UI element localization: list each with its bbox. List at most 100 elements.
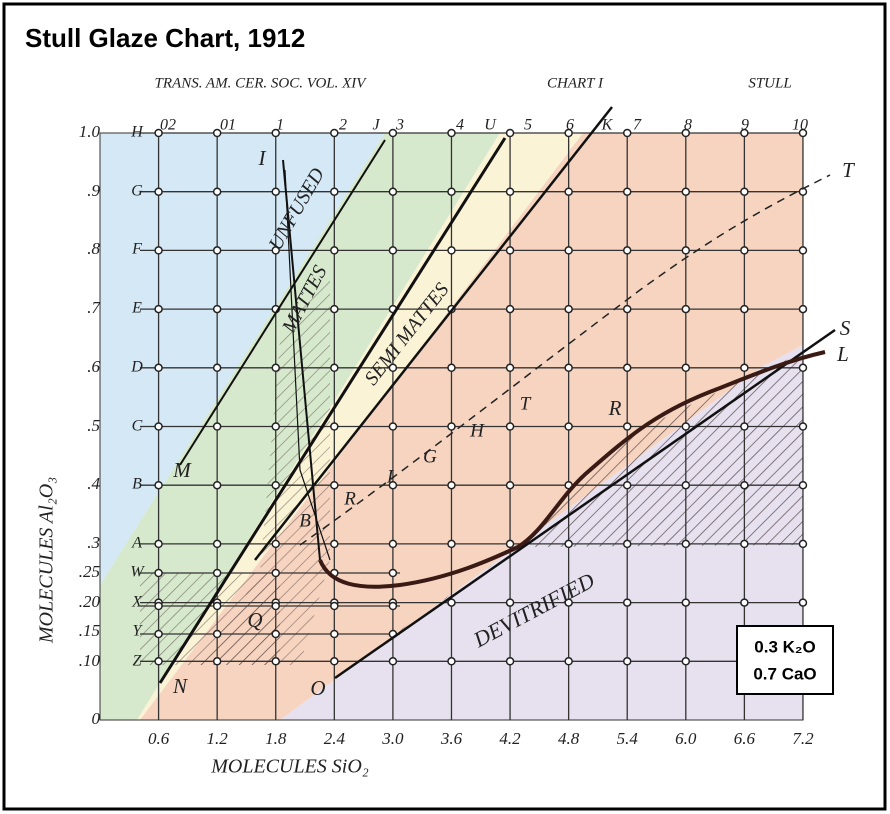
- grid-dot: [212, 128, 222, 138]
- x-tick-label: 0.6: [148, 729, 170, 748]
- boundary-line: [254, 106, 613, 561]
- x-tick-label: 7.2: [792, 729, 814, 748]
- y-letter: A: [131, 535, 142, 552]
- grid-dot: [564, 539, 573, 549]
- grid-dot: [798, 128, 808, 138]
- grid-dot: [505, 128, 515, 138]
- grid-dot: [622, 480, 632, 490]
- grid-dot: [330, 422, 339, 431]
- grid-dot: [212, 187, 222, 196]
- grid-dot: [388, 363, 398, 373]
- grid-dot: [622, 304, 632, 314]
- top-label: 01: [220, 117, 236, 134]
- point-label: R: [608, 396, 622, 420]
- grid-dot: [271, 539, 280, 549]
- y-letter: X: [131, 594, 143, 611]
- grid-dot: [154, 539, 163, 549]
- grid-dot: [154, 568, 163, 578]
- y-tick-label: .6: [87, 357, 100, 376]
- grid-dot: [798, 363, 808, 373]
- point-label: S: [840, 316, 851, 340]
- grid-dot: [564, 657, 573, 666]
- grid-dot: [681, 422, 691, 431]
- grid-dot: [330, 657, 339, 666]
- point-label: Q: [247, 608, 262, 632]
- y-axis-label: MOLECULES Al₂O₃: [36, 477, 58, 644]
- grid-dot: [212, 304, 222, 314]
- grid-dot: [740, 598, 749, 607]
- grid-dot: [798, 422, 808, 431]
- legend-box: [736, 625, 834, 695]
- grid-dot: [271, 363, 280, 373]
- grid-dot: [798, 480, 808, 490]
- top-label: 3: [395, 117, 404, 134]
- point-label: O: [310, 676, 325, 700]
- grid-dot: [330, 128, 339, 138]
- grid-dot: [740, 246, 749, 255]
- grid-dot: [622, 363, 632, 373]
- x-tick-label: 1.8: [265, 729, 287, 748]
- grid-dot: [798, 246, 808, 255]
- curve: [318, 350, 826, 589]
- grid-dot: [622, 657, 632, 666]
- grid-dot: [330, 601, 339, 611]
- grid-dot: [681, 187, 691, 196]
- top-label: J: [372, 117, 380, 134]
- top-label: 8: [684, 117, 692, 134]
- y-tick-label: .20: [79, 592, 101, 611]
- grid-dot: [681, 539, 691, 549]
- grid-dot: [154, 128, 163, 138]
- header-text: CHART I: [547, 75, 604, 91]
- region-label: H: [469, 420, 485, 441]
- grid-dot: [564, 598, 573, 607]
- y-tick-label: .8: [87, 239, 100, 258]
- grid-dot: [681, 363, 691, 373]
- grid-dot: [388, 480, 398, 490]
- top-label: 7: [633, 117, 642, 134]
- grid-dot: [271, 246, 280, 255]
- region-label: R: [343, 488, 356, 509]
- grid-dot: [622, 598, 632, 607]
- grid-dot: [447, 598, 456, 607]
- grid-dot: [388, 657, 398, 666]
- x-tick-label: 6.0: [675, 729, 697, 748]
- grid-dot: [330, 629, 339, 639]
- grid-dot: [447, 422, 456, 431]
- grid-dot: [330, 246, 339, 255]
- grid-dot: [681, 480, 691, 490]
- x-tick-label: 4.2: [499, 729, 521, 748]
- grid-dot: [447, 363, 456, 373]
- grid-dot: [154, 657, 163, 666]
- grid-dot: [212, 629, 222, 639]
- boundary-line: [284, 169, 331, 561]
- x-tick-label: 2.4: [324, 729, 346, 748]
- y-tick-label: .25: [79, 562, 100, 581]
- grid-dot: [388, 128, 398, 138]
- legend-text: 0.3 K₂O: [754, 637, 815, 656]
- grid-dot: [564, 128, 573, 138]
- y-letter: W: [130, 564, 145, 581]
- grid: [99, 128, 808, 721]
- top-label: 9: [741, 117, 749, 134]
- y-letter: G: [131, 183, 143, 200]
- y-tick-label: .9: [87, 181, 100, 200]
- y-tick-label: .15: [79, 621, 100, 640]
- grid-dot: [271, 568, 280, 578]
- legend-text: 0.7 CaO: [753, 664, 816, 683]
- grid-dot: [271, 657, 280, 666]
- top-label: 10: [792, 117, 808, 134]
- dashed-curve: [299, 174, 831, 546]
- grid-dot: [740, 187, 749, 196]
- grid-dot: [154, 601, 163, 611]
- grid-dot: [505, 363, 515, 373]
- top-label: 5: [524, 117, 532, 134]
- boundary-line: [334, 328, 836, 680]
- grid-dot: [622, 246, 632, 255]
- top-label: 2: [339, 117, 347, 134]
- region-label: T: [520, 393, 532, 414]
- grid-dot: [388, 601, 398, 611]
- grid-dot: [154, 246, 163, 255]
- grid-dot: [505, 422, 515, 431]
- region-label: I: [386, 466, 395, 487]
